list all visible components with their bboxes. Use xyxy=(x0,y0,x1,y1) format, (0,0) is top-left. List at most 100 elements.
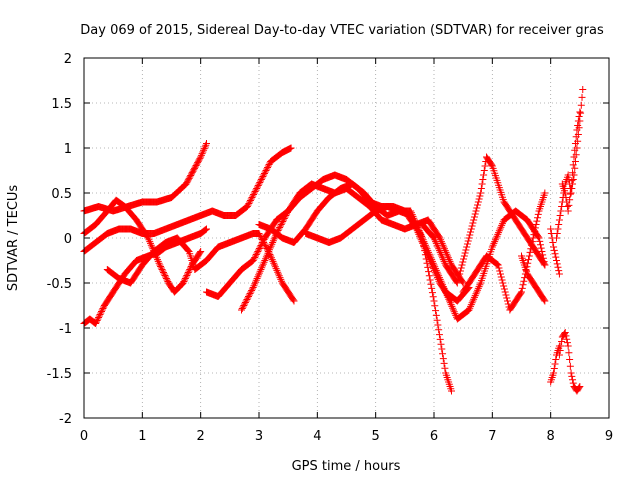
data-point xyxy=(554,225,562,233)
data-point xyxy=(566,196,574,204)
data-point xyxy=(473,288,481,296)
data-point xyxy=(574,122,582,129)
data-point xyxy=(431,263,439,271)
data-point xyxy=(549,239,557,246)
data-point xyxy=(439,281,447,289)
data-point xyxy=(568,177,576,185)
data-point xyxy=(575,113,583,120)
data-point xyxy=(271,263,279,271)
data-point xyxy=(255,246,263,254)
data-point xyxy=(564,207,572,215)
data-point xyxy=(196,249,204,257)
data-point xyxy=(529,234,537,242)
data-marks xyxy=(80,86,587,395)
data-point xyxy=(194,157,202,165)
data-point xyxy=(555,267,563,275)
data-point xyxy=(265,248,273,255)
data-point xyxy=(438,239,446,247)
data-point xyxy=(553,260,561,268)
data-point xyxy=(187,171,195,179)
data-point xyxy=(197,151,205,159)
data-point xyxy=(555,270,563,278)
x-tick-label: 5 xyxy=(372,429,380,444)
data-point xyxy=(246,198,254,206)
data-point xyxy=(187,170,195,178)
data-point xyxy=(264,249,272,257)
data-point xyxy=(574,117,582,125)
data-point xyxy=(435,245,443,253)
data-point xyxy=(471,210,479,218)
data-point xyxy=(553,234,560,242)
data-point xyxy=(500,285,508,293)
series-arc-18 xyxy=(558,108,584,215)
data-point xyxy=(202,141,210,149)
data-point xyxy=(571,140,579,147)
data-point xyxy=(475,195,483,203)
x-tick-label: 3 xyxy=(255,429,263,444)
data-point xyxy=(571,146,579,154)
data-point xyxy=(432,238,440,246)
data-point xyxy=(569,180,577,188)
data-point xyxy=(274,270,282,278)
data-point xyxy=(253,185,261,192)
data-point xyxy=(472,207,480,215)
data-point xyxy=(457,264,465,272)
data-point xyxy=(97,309,105,317)
data-point xyxy=(276,222,284,230)
data-point xyxy=(282,212,290,219)
data-point xyxy=(475,283,483,291)
data-point xyxy=(566,362,574,370)
data-point xyxy=(577,101,585,109)
data-point xyxy=(424,263,432,271)
data-point xyxy=(552,356,560,363)
data-point xyxy=(269,237,277,245)
data-point xyxy=(569,169,577,177)
data-point xyxy=(432,265,440,273)
data-point xyxy=(569,379,577,387)
x-tick-label: 7 xyxy=(488,429,496,444)
series-arc-13 xyxy=(518,252,549,305)
data-point xyxy=(145,236,153,244)
data-point xyxy=(437,238,445,246)
data-point xyxy=(470,213,478,221)
data-point xyxy=(413,224,421,231)
data-point xyxy=(407,212,415,219)
data-point xyxy=(270,235,278,243)
data-point xyxy=(471,292,479,300)
data-point xyxy=(498,220,506,228)
data-point xyxy=(195,156,203,164)
data-point xyxy=(474,201,482,209)
data-point xyxy=(426,276,434,284)
data-point xyxy=(565,201,573,209)
data-point xyxy=(160,270,168,278)
data-point xyxy=(552,253,560,261)
data-point xyxy=(147,241,155,249)
data-point xyxy=(474,286,482,294)
data-point xyxy=(449,306,457,314)
data-point xyxy=(550,365,558,372)
data-point xyxy=(474,284,482,292)
data-point xyxy=(493,232,501,240)
data-point xyxy=(434,321,442,329)
data-point xyxy=(550,246,558,254)
data-point xyxy=(428,289,436,297)
data-point xyxy=(491,238,499,246)
data-point xyxy=(193,160,201,168)
y-axis-title: SDTVAR / TECUs xyxy=(6,185,21,292)
data-point xyxy=(497,273,505,281)
data-point xyxy=(148,243,156,251)
axis-ticks xyxy=(83,57,610,419)
data-point xyxy=(157,264,165,272)
data-point xyxy=(466,304,474,312)
data-point xyxy=(478,180,486,188)
data-point xyxy=(491,236,499,244)
data-point xyxy=(438,252,446,260)
data-point xyxy=(448,387,455,395)
data-point xyxy=(258,264,266,272)
data-point xyxy=(259,239,266,246)
data-point xyxy=(573,126,581,134)
data-point xyxy=(434,243,442,251)
data-point xyxy=(519,281,527,289)
data-point xyxy=(407,213,415,221)
data-point xyxy=(539,251,547,259)
